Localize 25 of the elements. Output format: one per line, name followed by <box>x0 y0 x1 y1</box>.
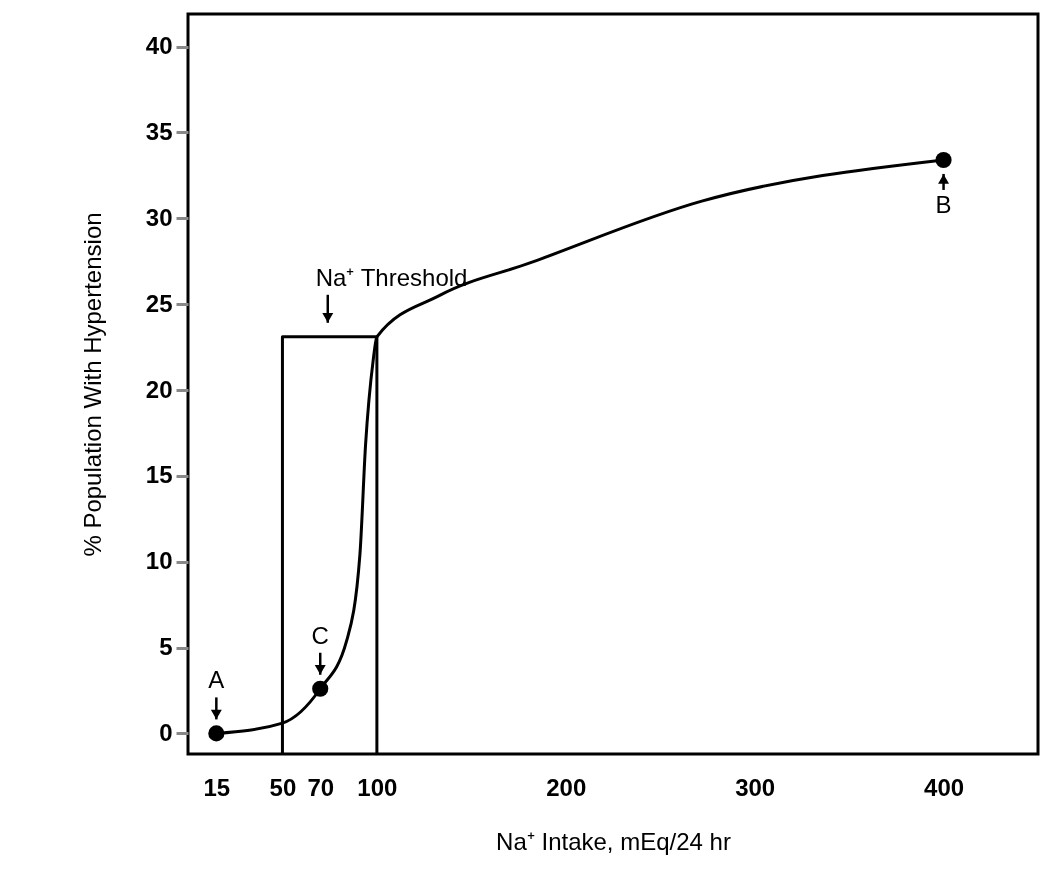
point <box>935 151 952 168</box>
point <box>208 725 225 742</box>
x-tick-label: 100 <box>357 773 398 801</box>
y-tick-label: 0 <box>159 718 173 746</box>
y-tick-label: 20 <box>145 375 173 403</box>
x-tick-label: 50 <box>269 773 297 801</box>
x-tick-label: 200 <box>546 773 587 801</box>
annotation: Na⁺ Threshold <box>315 263 468 291</box>
annotation: A <box>208 666 225 694</box>
x-tick-label: 15 <box>203 773 231 801</box>
y-tick-label: 10 <box>145 547 173 575</box>
annotation: B <box>935 190 952 218</box>
y-tick-label: 35 <box>145 117 173 145</box>
x-tick-label: 400 <box>924 773 965 801</box>
annotation: C <box>311 621 329 649</box>
y-tick-label: 30 <box>145 203 173 231</box>
y-axis-title: % Population With Hypertension <box>78 212 106 557</box>
x-tick-label: 70 <box>307 773 335 801</box>
x-axis-title: Na⁺ Intake, mEq/24 hr <box>496 827 731 855</box>
y-tick-label: 5 <box>159 633 173 661</box>
y-tick-label: 40 <box>145 32 173 60</box>
x-tick-label: 300 <box>735 773 776 801</box>
y-tick-label: 15 <box>145 461 173 489</box>
y-tick-label: 25 <box>145 289 173 317</box>
point <box>312 680 329 697</box>
